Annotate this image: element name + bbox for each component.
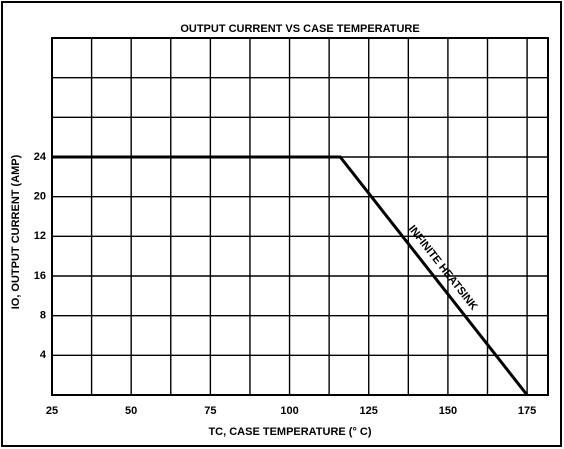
x-tick-label: 50 <box>125 405 137 417</box>
chart-title: OUTPUT CURRENT VS CASE TEMPERATURE <box>180 23 419 35</box>
x-tick-label: 125 <box>360 405 378 417</box>
y-axis-label: IO, OUTPUT CURRENT (AMP) <box>10 154 22 309</box>
y-tick-label: 4 <box>40 349 47 361</box>
x-axis-label: TC, CASE TEMPERATURE (° C) <box>208 426 371 438</box>
plot-frame <box>51 37 549 396</box>
y-tick-label: 24 <box>34 151 47 163</box>
y-tick-label: 16 <box>34 270 46 282</box>
x-tick-label: 150 <box>439 405 457 417</box>
y-tick-label: 12 <box>34 230 46 242</box>
y-tick-label: 20 <box>34 191 46 203</box>
y-tick-label: 8 <box>40 310 46 322</box>
x-tick-label: 75 <box>204 405 216 417</box>
data-line <box>52 155 529 396</box>
x-tick-label: 100 <box>280 405 298 417</box>
x-tick-label: 175 <box>518 405 536 417</box>
x-tick-label: 25 <box>46 405 58 417</box>
